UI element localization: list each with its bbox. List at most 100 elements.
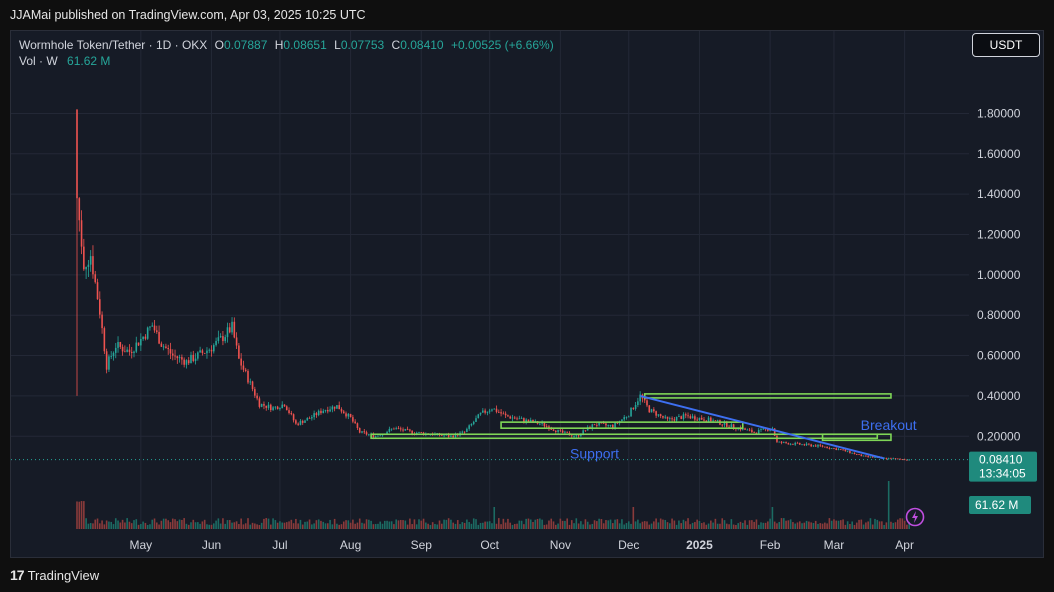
volume-bar xyxy=(124,522,126,529)
volume-bar xyxy=(744,520,746,529)
candle-body xyxy=(124,351,126,353)
candle-body xyxy=(311,417,313,419)
candle xyxy=(751,427,753,433)
candle-body xyxy=(399,428,402,430)
volume-bar xyxy=(566,518,568,529)
candle xyxy=(201,348,204,356)
volume-bar xyxy=(404,520,407,529)
candle xyxy=(903,458,906,461)
candle-body xyxy=(634,405,637,409)
volume-bar xyxy=(377,523,379,529)
candle xyxy=(213,343,215,354)
candle xyxy=(292,413,295,423)
candle-body xyxy=(648,405,651,413)
candle xyxy=(555,430,557,434)
candle xyxy=(418,431,420,434)
candle-body xyxy=(835,448,838,451)
candle-body xyxy=(149,326,151,328)
candle xyxy=(395,426,397,430)
candle xyxy=(470,423,473,427)
candle-body xyxy=(454,433,457,438)
price-chart[interactable]: Support Breakout 0.20000 0.40000 0.60000 0.80… xyxy=(11,31,1044,558)
volume-label[interactable]: Vol · W xyxy=(19,54,58,68)
volume-bar xyxy=(406,524,409,529)
volume-bar xyxy=(201,521,204,529)
candle-body xyxy=(445,434,448,436)
candle-body xyxy=(224,337,226,342)
candle-body xyxy=(691,416,694,419)
x-tick-label: Oct xyxy=(480,538,499,552)
candle-body xyxy=(541,422,543,424)
candle xyxy=(174,349,176,360)
annotation-support: Support xyxy=(570,445,619,461)
volume-bar xyxy=(178,519,181,529)
candle-body xyxy=(532,419,534,423)
candle xyxy=(181,354,183,365)
volume-bar xyxy=(340,524,343,529)
candle xyxy=(680,415,682,420)
candle xyxy=(156,325,158,334)
candle-body xyxy=(860,454,863,457)
chart-panel[interactable]: Support Breakout 0.20000 0.40000 0.60000 0.80… xyxy=(10,30,1044,558)
candle-body xyxy=(117,342,119,348)
candle xyxy=(466,427,468,433)
volume-bar xyxy=(247,518,249,529)
volume-bar xyxy=(614,519,616,529)
candle-body xyxy=(254,389,256,396)
candle-body xyxy=(276,406,279,410)
volume-bar xyxy=(671,518,673,529)
candle-body xyxy=(199,350,201,353)
candle xyxy=(541,420,543,426)
candle xyxy=(630,406,632,417)
candle-body xyxy=(151,325,154,327)
volume-bar xyxy=(151,519,154,529)
candle xyxy=(641,393,644,403)
candle xyxy=(894,458,897,460)
volume-series xyxy=(76,481,910,529)
open-value: 0.07887 xyxy=(223,38,268,52)
candle xyxy=(76,109,78,396)
candle xyxy=(703,417,705,422)
candle xyxy=(502,411,505,415)
candle-body xyxy=(450,435,452,437)
volume-bar xyxy=(327,523,329,529)
candle xyxy=(99,291,101,319)
symbol-title[interactable]: Wormhole Token/Tether · 1D · OKX xyxy=(19,38,208,52)
candle xyxy=(158,325,160,345)
horizontal-zone xyxy=(500,421,744,429)
volume-bar xyxy=(427,523,429,529)
candle-body xyxy=(393,428,395,430)
candle-body xyxy=(639,394,641,402)
candle xyxy=(183,357,185,368)
candle xyxy=(557,429,559,434)
candle xyxy=(509,415,511,419)
volume-bar xyxy=(520,520,523,529)
candle-body xyxy=(855,454,858,455)
volume-bar xyxy=(112,524,115,529)
candle-body xyxy=(840,449,842,451)
candle-body xyxy=(826,446,828,449)
currency-button[interactable]: USDT xyxy=(972,33,1040,57)
candle-body xyxy=(892,458,895,460)
volume-bar xyxy=(436,524,439,529)
candle-body xyxy=(669,418,671,420)
volume-bar xyxy=(523,524,525,529)
candle-body xyxy=(614,422,616,428)
volume-bar xyxy=(561,520,564,529)
volume-bar xyxy=(817,523,819,529)
volume-bar xyxy=(598,518,600,529)
candle-body xyxy=(796,442,799,444)
y-tick-label: 1.20000 xyxy=(977,228,1021,242)
candle-body xyxy=(846,450,849,452)
candle xyxy=(304,419,306,423)
tradingview-logo-icon[interactable]: 17 xyxy=(10,567,25,583)
candle-body xyxy=(270,404,272,411)
volume-bar xyxy=(504,522,507,529)
lightning-icon[interactable] xyxy=(905,507,925,527)
candle xyxy=(639,391,641,406)
candle-body xyxy=(210,349,213,352)
volume-bar xyxy=(431,522,434,529)
candle-body xyxy=(320,410,322,414)
candle-body xyxy=(128,349,131,352)
candle-body xyxy=(247,370,249,383)
